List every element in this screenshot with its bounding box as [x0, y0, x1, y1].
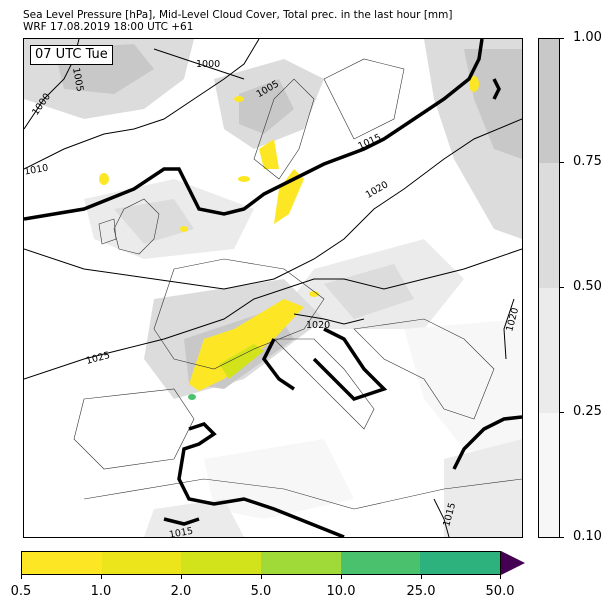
precip-colorbar-tick-label: 0.5 [10, 584, 32, 599]
cloud-colorbar-tick-label: 0.25 [573, 404, 602, 419]
isobar-label: 1020 [364, 179, 390, 201]
cloud-colorbar-tick-label: 0.10 [573, 529, 602, 544]
cloud-colorbar-segment [539, 288, 559, 413]
cloud-colorbar-tick-label: 0.50 [573, 279, 602, 294]
precip-colorbar-tick-label: 25.0 [406, 584, 436, 599]
map-title: Sea Level Pressure [hPa], Mid-Level Clou… [23, 9, 453, 21]
valid-time-label: 07 UTC Tue [30, 45, 113, 65]
precip-colorbar-segment [340, 552, 421, 574]
precip-colorbar-tick [261, 575, 262, 579]
cloud-cover-colorbar [538, 38, 560, 538]
precip-colorbar-extend-arrow [501, 551, 525, 575]
precip-colorbar-tick-label: 50.0 [485, 584, 515, 599]
precip-colorbar-tick-label: 2.0 [170, 584, 192, 599]
isobar-label: 1025 [85, 350, 111, 367]
isobar-label: 1015 [356, 132, 383, 152]
precip-colorbar-tick-label: 1.0 [90, 584, 112, 599]
precipitation-colorbar [21, 551, 501, 575]
precip-colorbar-tick [500, 575, 501, 579]
cloud-colorbar-tick [560, 537, 564, 538]
map-subtitle: WRF 17.08.2019 18:00 UTC +61 [23, 21, 194, 33]
precip-colorbar-segment [181, 552, 262, 574]
cloud-colorbar-tick-label: 1.00 [573, 30, 602, 45]
weather-map: 1000 1005 1000 1005 1010 1015 1020 1020 … [24, 39, 522, 537]
isobar-label: 1000 [196, 59, 220, 70]
cloud-colorbar-tick [560, 412, 564, 413]
cloud-colorbar-tick [560, 162, 564, 163]
precip-colorbar-segment [101, 552, 182, 574]
cloud-colorbar-tick-label: 0.75 [573, 154, 602, 169]
precip-colorbar-tick [181, 575, 182, 579]
thick-isobar-layer [24, 39, 522, 537]
isobar-label: 1005 [70, 67, 85, 93]
precip-colorbar-tick-label: 5.0 [250, 584, 272, 599]
cloud-colorbar-tick [560, 287, 564, 288]
cloud-cover-layer [24, 39, 522, 537]
isobar-label: 1015 [168, 526, 194, 537]
precip-colorbar-tick [421, 575, 422, 579]
precip-colorbar-tick-label: 10.0 [326, 584, 356, 599]
precip-colorbar-segment [261, 552, 341, 574]
precipitation-layer [99, 76, 479, 400]
cloud-colorbar-tick [560, 38, 564, 39]
precip-colorbar-segment [22, 552, 102, 574]
precip-colorbar-tick [21, 575, 22, 579]
precip-colorbar-tick [101, 575, 102, 579]
isobar-label: 1020 [306, 320, 330, 331]
cloud-colorbar-segment [539, 39, 559, 163]
map-panel: 1000 1005 1000 1005 1010 1015 1020 1020 … [23, 38, 523, 538]
precip-colorbar-tick [341, 575, 342, 579]
cloud-colorbar-segment [539, 413, 559, 537]
precip-colorbar-segment [420, 552, 501, 574]
coastline-layer [73, 58, 522, 510]
cloud-colorbar-segment [539, 163, 559, 288]
thin-isobar-layer [24, 39, 522, 537]
isobar-label: 1010 [24, 163, 49, 178]
